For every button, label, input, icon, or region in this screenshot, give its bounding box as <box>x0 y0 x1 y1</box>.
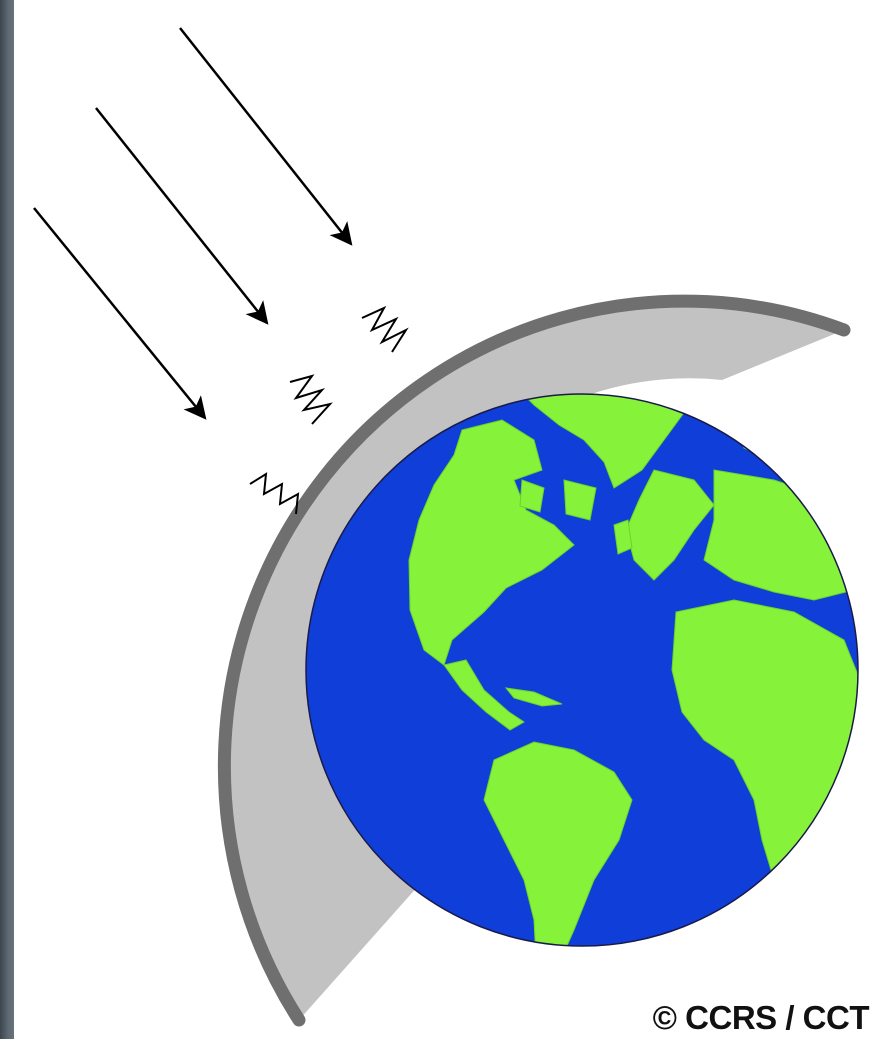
scattering-wave-icon <box>289 374 333 425</box>
incoming-radiation-arrows <box>33 27 353 420</box>
arctic-island <box>563 479 597 521</box>
incoming-radiation-arrow <box>179 27 353 246</box>
diagram-panel: © CCRS / CCT <box>14 0 875 1039</box>
north-america <box>408 419 575 666</box>
greenland <box>513 394 720 489</box>
incoming-radiation-arrow <box>33 207 207 420</box>
central-america <box>443 659 525 731</box>
copyright-credit: © CCRS / CCT <box>652 999 870 1036</box>
europe <box>625 469 715 581</box>
scattering-wave-icon <box>249 472 300 515</box>
scattering-waves <box>249 305 409 515</box>
scattering-wave-icon <box>361 305 409 353</box>
south-america <box>483 741 633 946</box>
caribbean <box>504 687 563 707</box>
atmosphere-diagram <box>33 27 859 1027</box>
british-isles <box>613 519 633 555</box>
incoming-radiation-arrow <box>95 107 269 325</box>
arctic-island <box>519 479 545 513</box>
